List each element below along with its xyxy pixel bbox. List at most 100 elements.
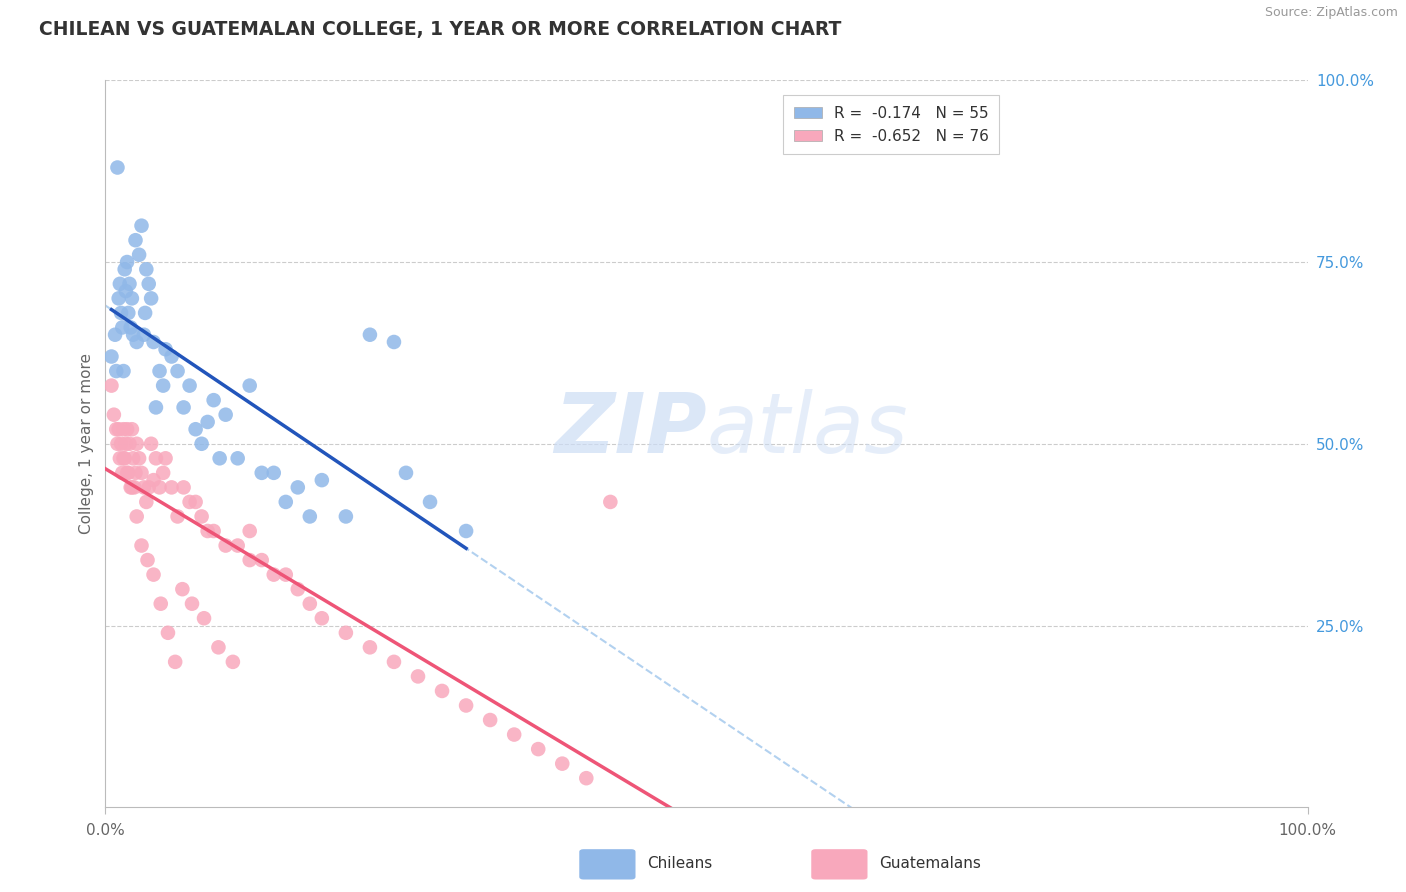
Point: [131, 466, 153, 480]
Text: Source: ZipAtlas.com: Source: ZipAtlas.com: [1264, 6, 1398, 20]
Text: ZIP: ZIP: [554, 389, 707, 470]
Point: [207, 640, 229, 655]
Point: [454, 698, 477, 713]
Point: [138, 480, 160, 494]
Point: [226, 539, 249, 553]
Point: [454, 524, 477, 538]
Point: [382, 655, 405, 669]
Point: [181, 597, 204, 611]
Point: [128, 248, 150, 262]
Point: [239, 553, 262, 567]
Point: [214, 408, 236, 422]
Point: [202, 524, 225, 538]
Point: [121, 422, 143, 436]
Point: [430, 684, 453, 698]
Point: [239, 378, 262, 392]
Point: [184, 422, 207, 436]
Point: [125, 334, 148, 349]
FancyBboxPatch shape: [811, 849, 868, 880]
Point: [105, 422, 128, 436]
Point: [115, 284, 138, 298]
Point: [156, 625, 179, 640]
Point: [112, 451, 135, 466]
Point: [406, 669, 429, 683]
Point: [148, 480, 170, 494]
Point: [287, 480, 309, 494]
Point: [311, 611, 333, 625]
Point: [239, 524, 262, 538]
Point: [142, 334, 165, 349]
Point: [160, 350, 183, 364]
Point: [132, 327, 155, 342]
Point: [100, 378, 122, 392]
Point: [197, 415, 219, 429]
Point: [125, 437, 148, 451]
Point: [173, 401, 195, 415]
Point: [274, 567, 297, 582]
Point: [179, 378, 201, 392]
Point: [115, 422, 138, 436]
Point: [479, 713, 502, 727]
Point: [575, 771, 598, 785]
Point: [124, 233, 146, 247]
Point: [193, 611, 215, 625]
Point: [139, 292, 162, 306]
Point: [166, 509, 188, 524]
Point: [148, 364, 170, 378]
FancyBboxPatch shape: [579, 849, 636, 880]
Point: [202, 393, 225, 408]
Point: [136, 553, 159, 567]
Point: [131, 219, 153, 233]
Point: [274, 495, 297, 509]
Point: [139, 437, 162, 451]
Point: [190, 509, 212, 524]
Point: [152, 466, 174, 480]
Point: [298, 597, 321, 611]
Point: [335, 625, 357, 640]
Point: [155, 343, 177, 357]
Point: [114, 262, 136, 277]
Point: [114, 451, 136, 466]
Point: [138, 277, 160, 291]
Point: [117, 306, 139, 320]
Point: [359, 327, 381, 342]
Point: [117, 466, 139, 480]
Point: [122, 451, 145, 466]
Point: [125, 509, 148, 524]
Point: [134, 306, 156, 320]
Point: [250, 466, 273, 480]
Point: [121, 292, 143, 306]
Point: [128, 451, 150, 466]
Point: [115, 437, 138, 451]
Point: [135, 495, 157, 509]
Point: [145, 401, 167, 415]
Point: [110, 306, 132, 320]
Point: [145, 451, 167, 466]
Point: [263, 466, 285, 480]
Point: [120, 320, 142, 334]
Point: [311, 473, 333, 487]
Point: [208, 451, 231, 466]
Point: [115, 466, 138, 480]
Point: [107, 161, 129, 175]
Point: [122, 327, 145, 342]
Point: [108, 451, 131, 466]
Y-axis label: College, 1 year or more: College, 1 year or more: [79, 353, 94, 534]
Point: [226, 451, 249, 466]
Point: [103, 408, 125, 422]
Point: [395, 466, 418, 480]
Point: [287, 582, 309, 597]
Point: [120, 480, 142, 494]
Point: [190, 437, 212, 451]
Point: [250, 553, 273, 567]
Point: [107, 437, 129, 451]
Point: [160, 480, 183, 494]
Point: [100, 350, 122, 364]
Point: [124, 480, 146, 494]
Point: [131, 539, 153, 553]
Point: [155, 451, 177, 466]
Point: [104, 327, 127, 342]
Point: [107, 292, 129, 306]
Point: [152, 378, 174, 392]
Point: [108, 277, 131, 291]
